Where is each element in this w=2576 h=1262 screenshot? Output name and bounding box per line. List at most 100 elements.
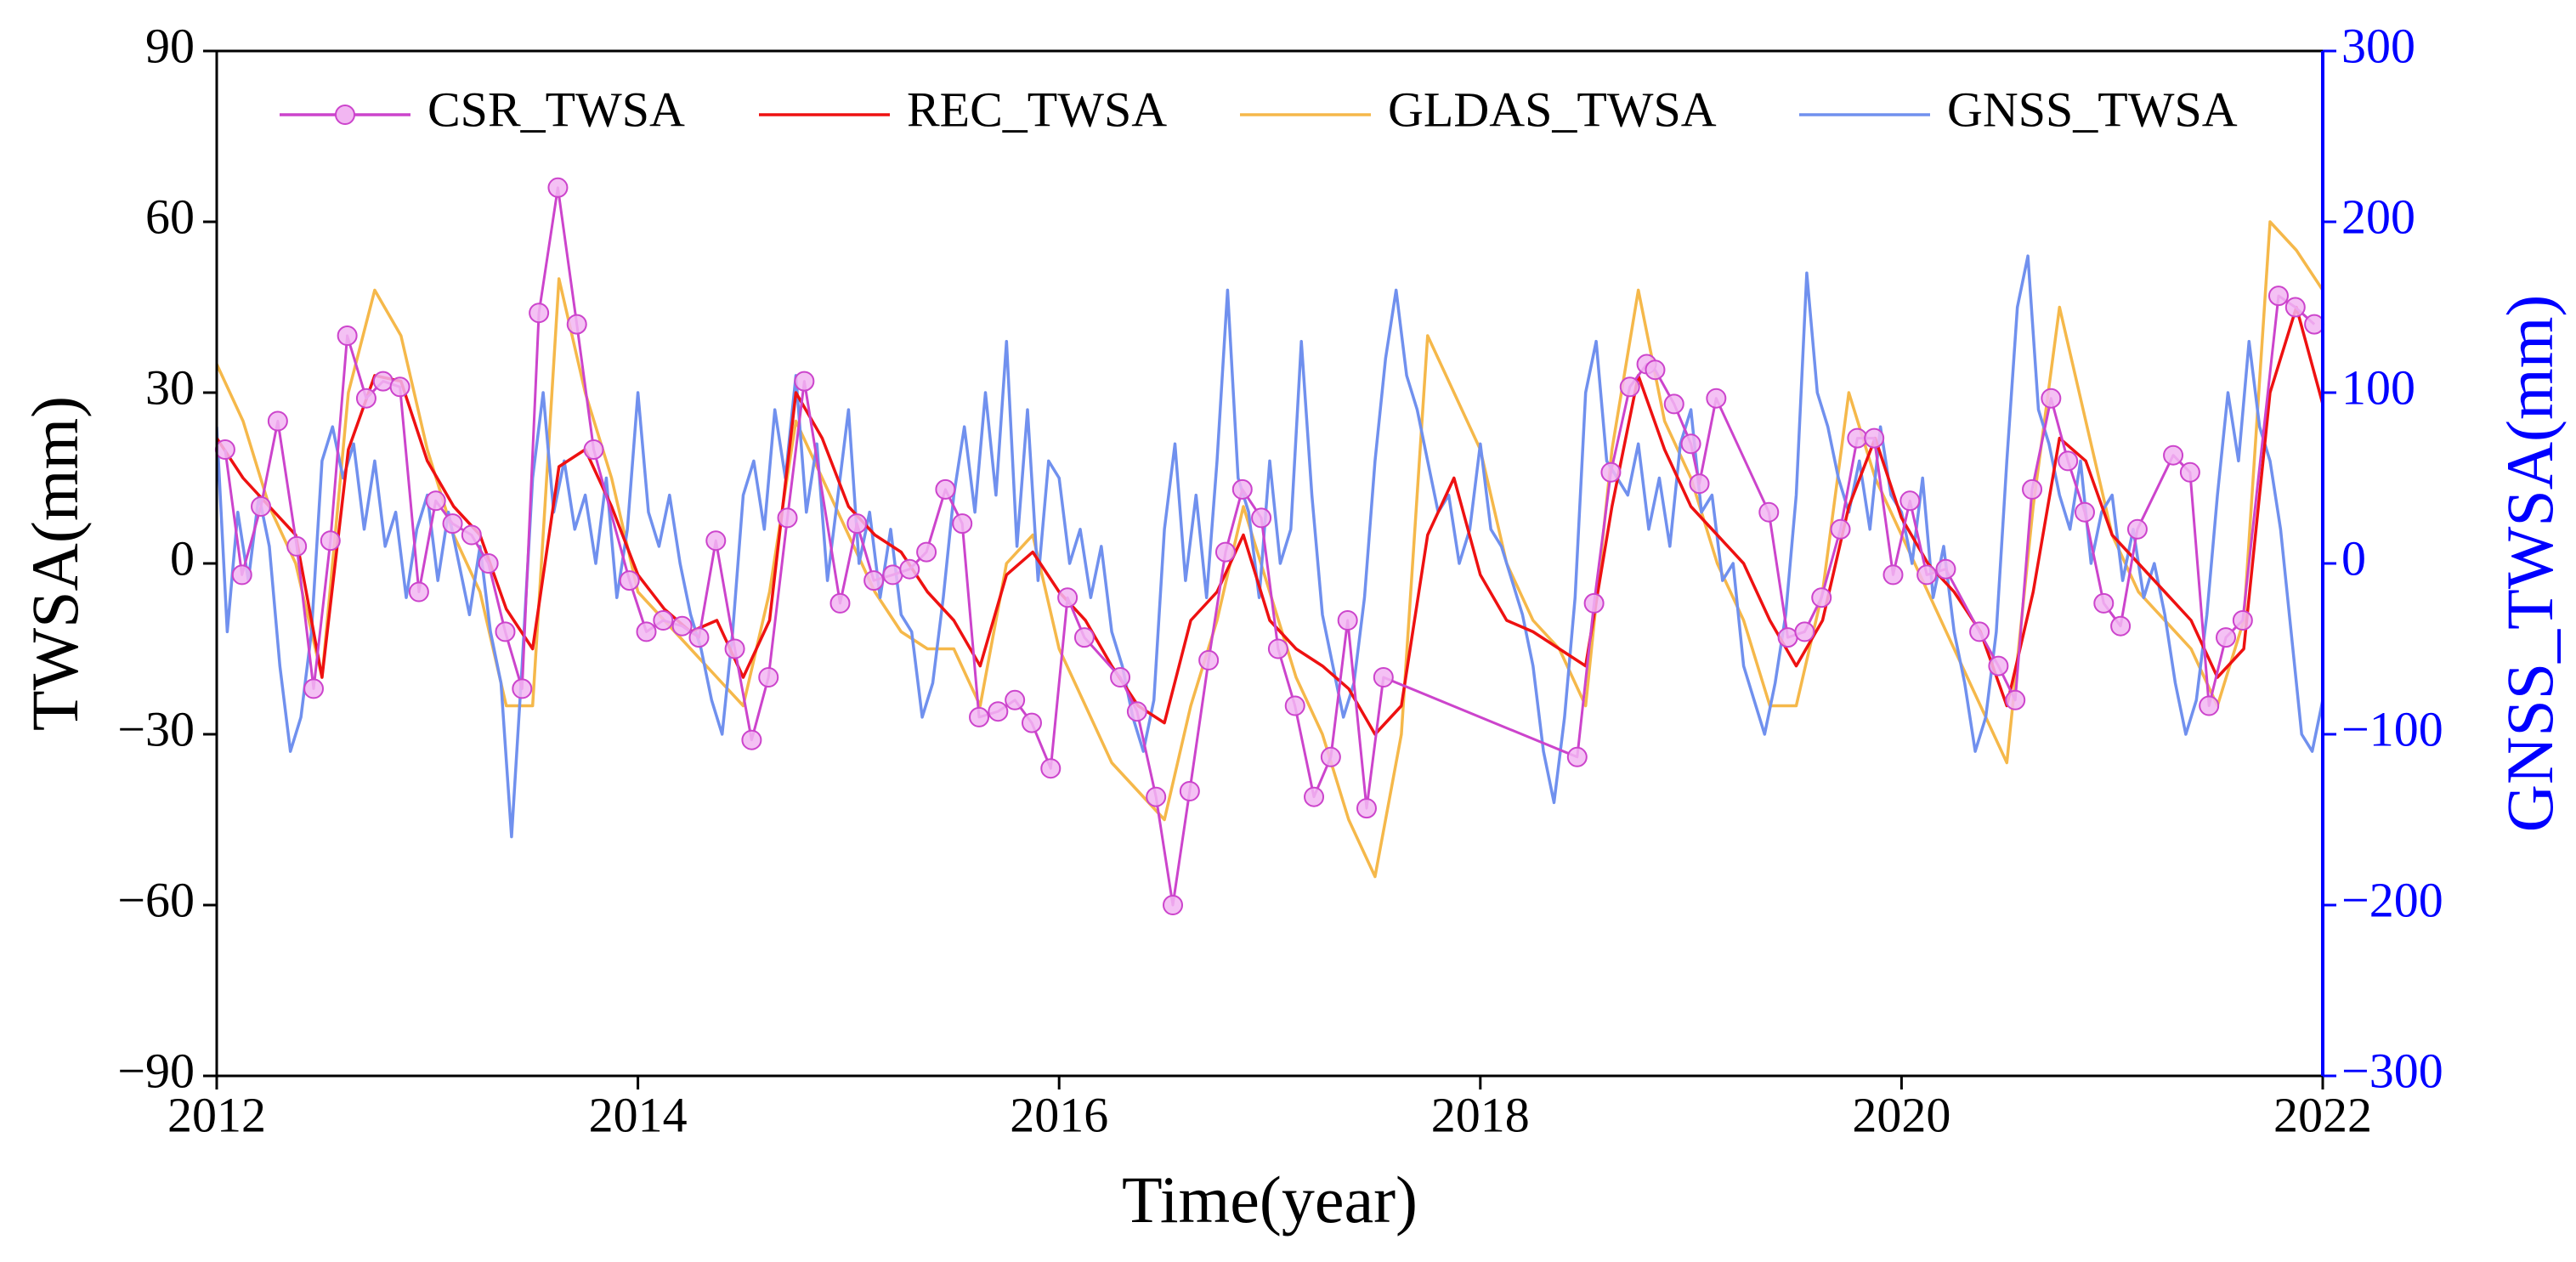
- series-marker: [2304, 314, 2325, 335]
- series-marker: [1304, 786, 1325, 807]
- series-marker: [636, 621, 657, 642]
- series-marker: [461, 524, 482, 546]
- series-marker: [355, 388, 376, 409]
- series-marker: [1040, 758, 1062, 779]
- series-marker: [1566, 746, 1588, 767]
- x-tick-label: 2012: [167, 1087, 266, 1142]
- series-marker: [1214, 541, 1236, 563]
- series-marker: [1179, 781, 1200, 801]
- y-tick-label: 60: [145, 189, 195, 244]
- series-line: [217, 254, 2323, 839]
- series-marker: [1337, 610, 1358, 631]
- x-tick-label: 2016: [1010, 1087, 1108, 1142]
- series-marker: [758, 667, 779, 688]
- series-marker: [1969, 621, 1990, 642]
- series-marker: [1777, 627, 1798, 648]
- series-marker: [320, 530, 341, 552]
- y2-tick-label: 100: [2341, 359, 2415, 415]
- series-marker: [2232, 610, 2253, 631]
- series-marker: [1882, 564, 1904, 586]
- series-marker: [969, 706, 990, 727]
- series-marker: [1899, 490, 1921, 512]
- series-marker: [1373, 667, 1394, 688]
- series-marker: [1057, 587, 1079, 608]
- y-tick-label: 30: [145, 359, 195, 415]
- y2-tick-label: 300: [2341, 18, 2415, 73]
- series-marker: [1830, 518, 1851, 540]
- y-tick-label: −30: [117, 701, 195, 756]
- series-marker: [2110, 615, 2132, 637]
- series-marker: [214, 439, 235, 460]
- series-marker: [1689, 473, 1710, 495]
- series-marker: [1005, 689, 1026, 710]
- series-marker: [2126, 518, 2148, 540]
- series-marker: [2022, 478, 2043, 500]
- series-marker: [566, 314, 587, 335]
- series-marker: [1988, 655, 2009, 676]
- y-tick-label: 90: [145, 18, 195, 73]
- series-marker: [1645, 359, 1666, 381]
- series-marker: [231, 564, 252, 586]
- series-marker: [1583, 592, 1605, 614]
- series-marker: [1600, 461, 1622, 483]
- series-marker: [389, 376, 410, 398]
- legend-label: GLDAS_TWSA: [1388, 82, 1717, 137]
- x-tick-label: 2014: [589, 1087, 688, 1142]
- y2-tick-label: −200: [2341, 872, 2443, 927]
- y2-tick-label: −300: [2341, 1043, 2443, 1098]
- series-marker: [267, 410, 288, 432]
- series-marker: [1320, 746, 1341, 767]
- series-marker: [2074, 501, 2095, 523]
- series-marker: [1758, 501, 1780, 523]
- series-marker: [1231, 478, 1253, 500]
- y2-axis-title: GNSS_TWSA(mm): [2493, 295, 2567, 833]
- series-marker: [512, 678, 533, 699]
- series-marker: [2267, 286, 2289, 307]
- series-marker: [1916, 564, 1938, 586]
- series-marker: [2199, 695, 2220, 716]
- series-marker: [899, 558, 920, 580]
- series-marker: [495, 621, 516, 642]
- series-marker: [1163, 895, 1184, 915]
- series-marker: [2163, 444, 2184, 466]
- series-marker: [303, 678, 324, 699]
- y2-tick-label: 200: [2341, 189, 2415, 244]
- series-marker: [1811, 587, 1832, 608]
- series-marker: [846, 513, 868, 535]
- series-marker: [286, 535, 308, 557]
- series-marker: [863, 570, 885, 591]
- series-marker: [1021, 712, 1042, 733]
- series-marker: [688, 627, 710, 648]
- legend-label: GNSS_TWSA: [1947, 82, 2238, 137]
- y-axis-title: TWSA(mm): [18, 396, 92, 731]
- series-marker: [829, 592, 851, 614]
- series-marker: [2093, 592, 2115, 614]
- series-marker: [1619, 376, 1640, 398]
- series-marker: [705, 530, 727, 552]
- series-marker: [1146, 786, 1167, 807]
- series-marker: [2041, 388, 2062, 409]
- legend-label: CSR_TWSA: [427, 82, 685, 137]
- series-marker: [653, 610, 674, 631]
- series-marker: [935, 478, 956, 500]
- legend-label: REC_TWSA: [907, 82, 1167, 137]
- series-marker: [408, 581, 429, 603]
- y2-tick-label: −100: [2341, 701, 2443, 756]
- y-tick-label: −60: [117, 872, 195, 927]
- series-marker: [1706, 388, 1727, 409]
- series-marker: [1198, 649, 1220, 671]
- y-tick-label: −90: [117, 1043, 195, 1098]
- series-marker: [1663, 393, 1684, 415]
- series-marker: [2284, 297, 2306, 318]
- y-tick-label: 0: [170, 530, 195, 586]
- x-tick-label: 2020: [1852, 1087, 1950, 1142]
- y2-tick-label: 0: [2341, 530, 2366, 586]
- series-marker: [251, 496, 272, 517]
- series-marker: [794, 371, 815, 392]
- series-marker: [988, 701, 1009, 722]
- series-marker: [741, 729, 762, 750]
- series-marker: [777, 507, 798, 529]
- series-marker: [2216, 627, 2237, 648]
- series-marker: [1356, 798, 1377, 819]
